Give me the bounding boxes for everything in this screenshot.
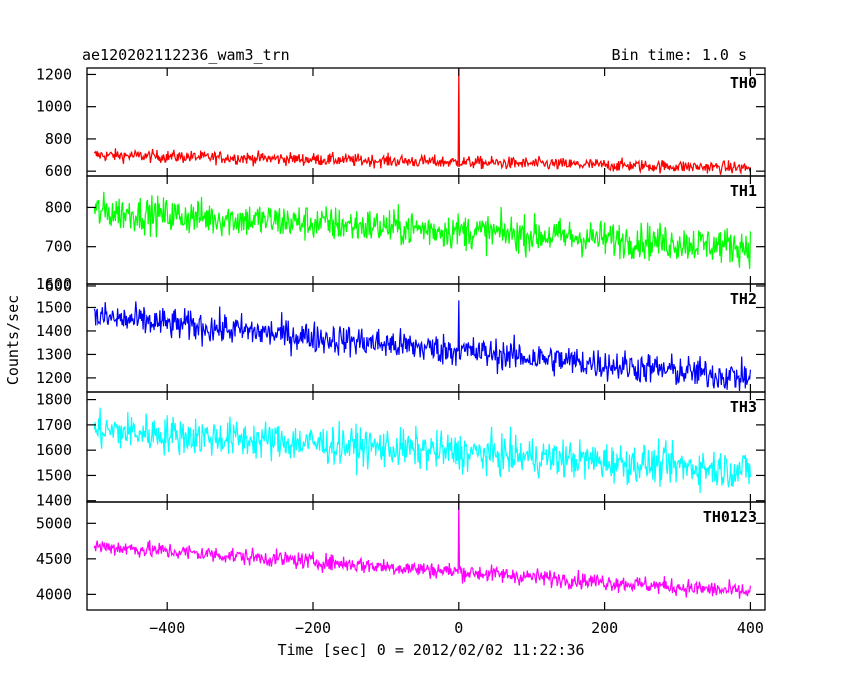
series-line-th0 [93,68,751,176]
y-tick-label: 1200 [36,65,72,83]
y-tick-label: 1700 [36,416,72,434]
panel-label-th2: TH2 [730,290,757,308]
x-axis-label: Time [sec] 0 = 2012/02/02 11:22:36 [277,641,584,659]
x-tick-label: −200 [295,619,331,637]
y-tick-label: 1000 [36,98,72,116]
y-axis-label: Counts/sec [4,295,22,385]
y-tick-label: 4500 [36,550,72,568]
panel-label-th0123: TH0123 [703,508,757,526]
panels-group: 600 800 1000 1200 TH0 600 700 800 TH1 1200 1300 140… [36,65,766,637]
x-tick-label: 0 [454,619,463,637]
chart-title-right: Bin time: 1.0 s [612,46,747,64]
y-tick-label: 1200 [36,369,72,387]
y-tick-label: 1400 [36,322,72,340]
panel-frame-th0123 [86,501,766,611]
y-tick-label: 1300 [36,345,72,363]
y-tick-label: 1600 [36,441,72,459]
y-tick-label: 4000 [36,585,72,603]
y-tick-label: 800 [45,130,72,148]
y-tick-label: 1500 [36,466,72,484]
series-line-th0123 [93,502,751,599]
panel-label-th0: TH0 [730,74,757,92]
x-tick-label: 400 [737,619,764,637]
series-line-th1 [93,191,751,269]
panel-label-th3: TH3 [730,398,757,416]
x-tick-label: −400 [149,619,185,637]
series-line-th3 [93,407,751,494]
panel-label-th1: TH1 [730,182,757,200]
y-tick-label: 1500 [36,298,72,316]
y-tick-label: 600 [45,277,72,295]
y-tick-label: 700 [45,238,72,256]
y-tick-label: 800 [45,198,72,216]
chart-title-left: ae120202112236_wam3_trn [82,46,290,64]
series-line-th2 [93,300,751,392]
y-tick-label: 1600 [36,275,72,293]
x-tick-label: 200 [591,619,618,637]
y-tick-label: 5000 [36,514,72,532]
y-tick-label: 1400 [36,492,72,510]
y-tick-label: 1800 [36,391,72,409]
y-tick-label: 600 [45,162,72,180]
panel-frame-th0 [86,67,766,177]
